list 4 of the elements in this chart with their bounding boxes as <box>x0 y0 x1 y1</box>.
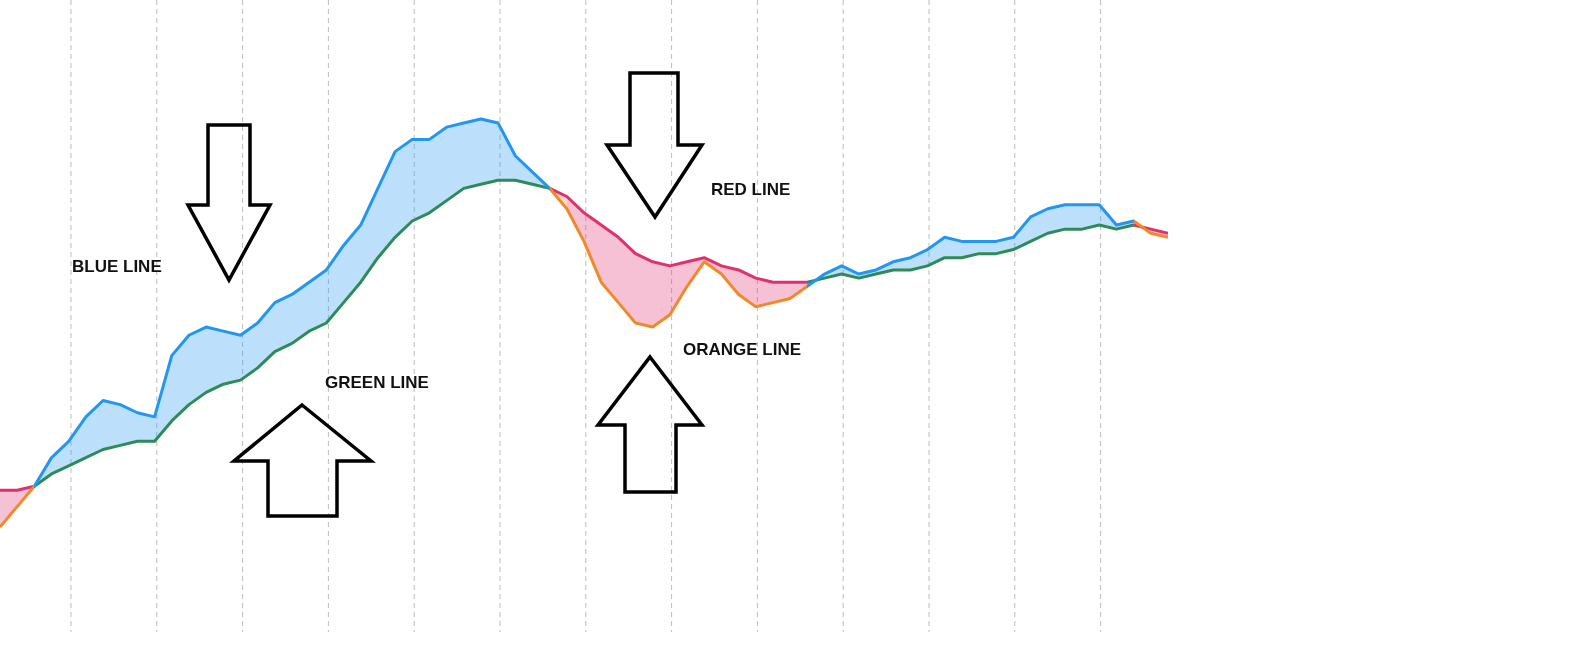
annotation: RED LINE <box>711 180 791 199</box>
annotation: ORANGE LINE <box>683 340 802 359</box>
annotation: GREEN LINE <box>325 373 429 392</box>
annotation: BLUE LINE <box>72 257 162 276</box>
